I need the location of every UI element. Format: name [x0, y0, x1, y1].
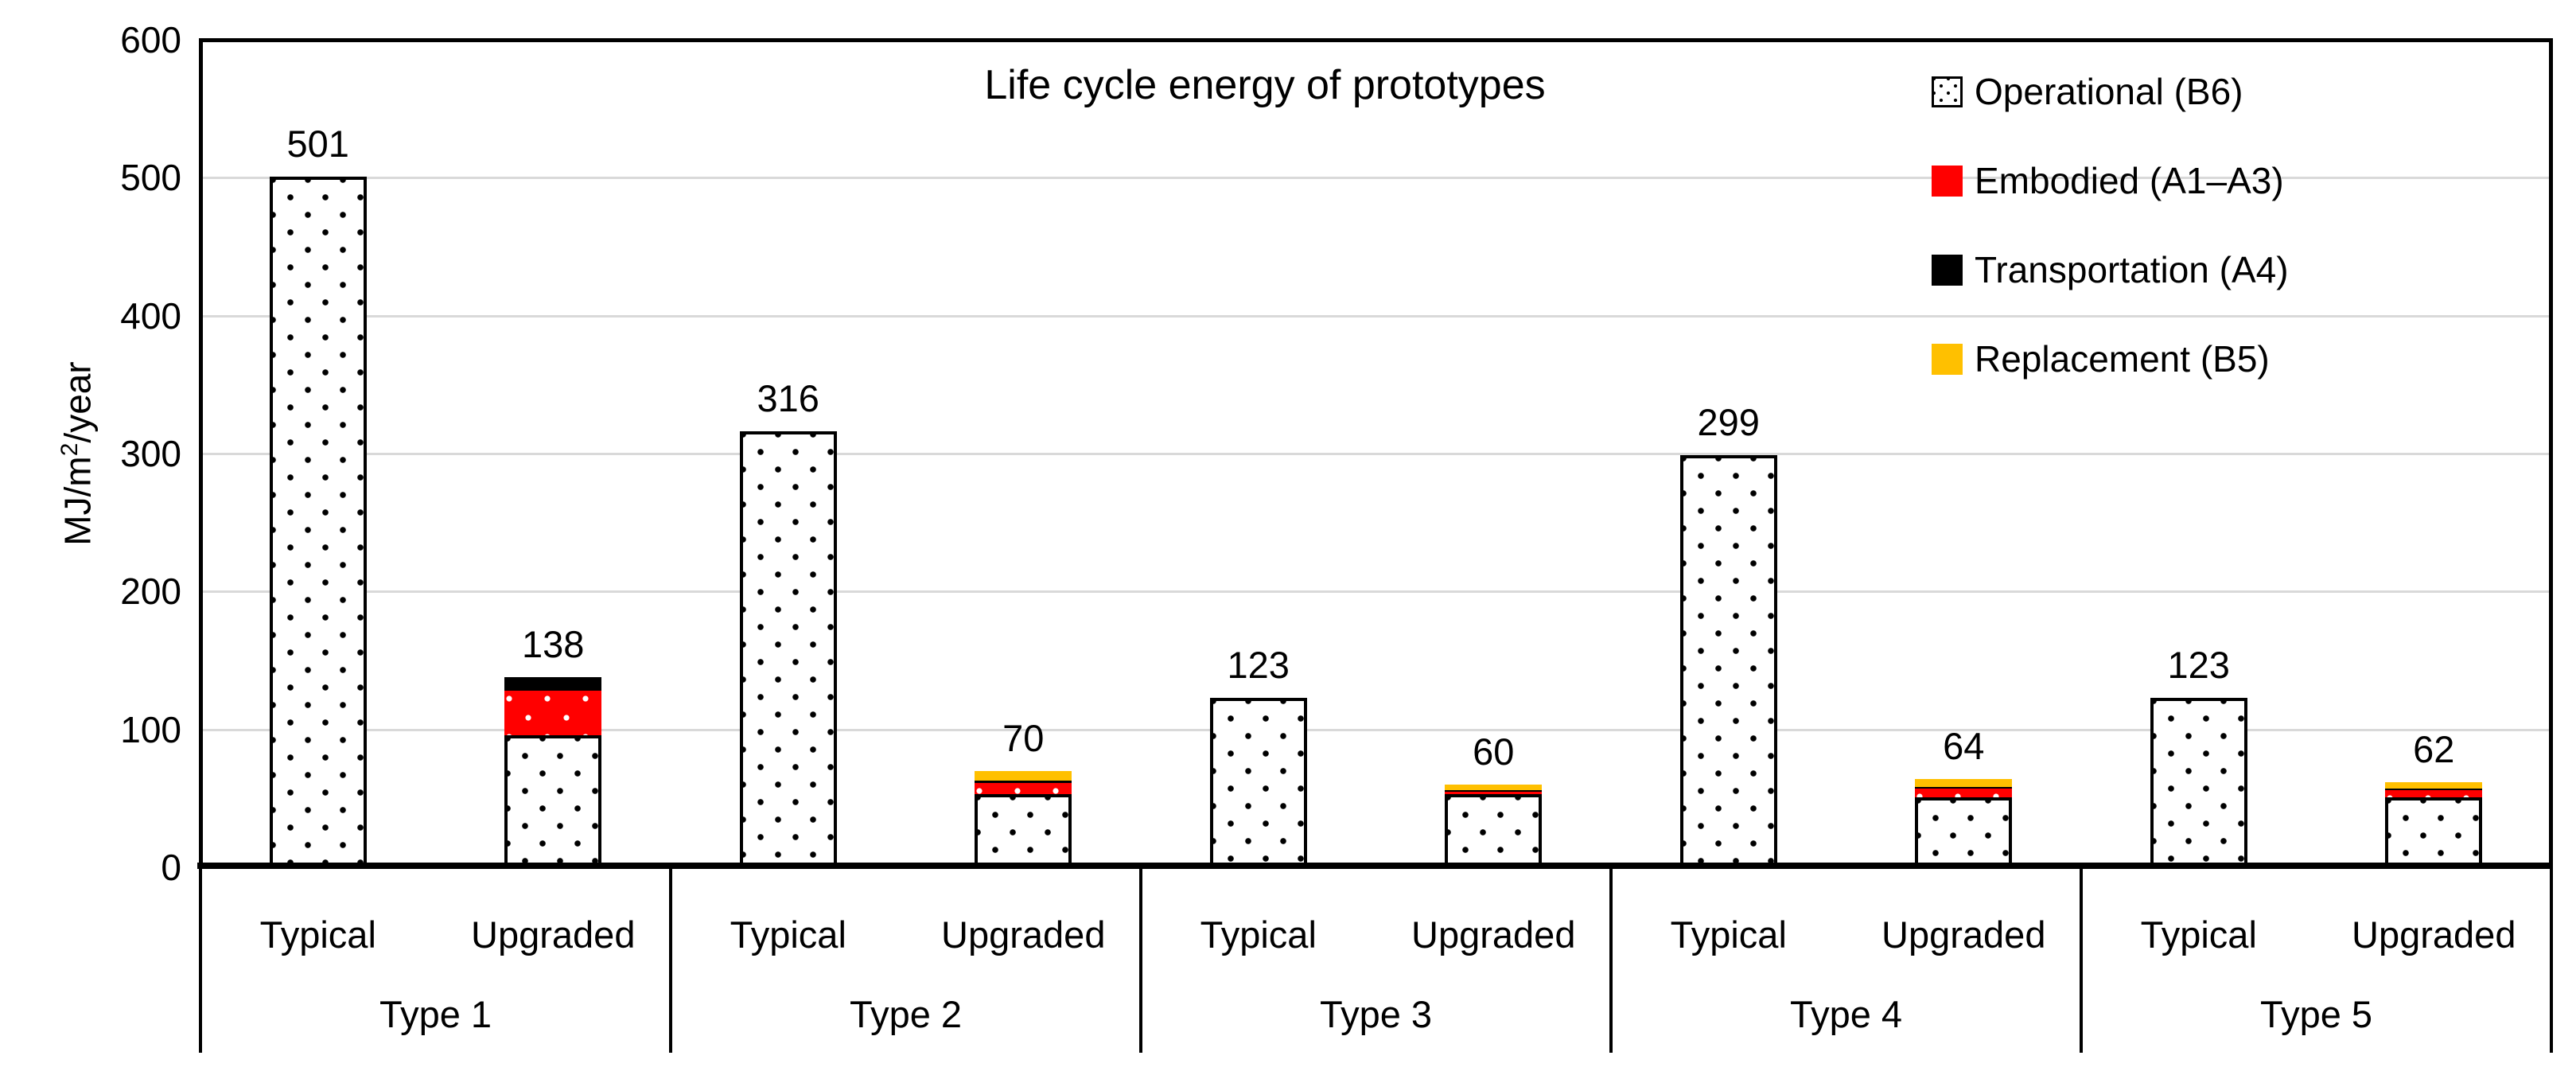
legend-item-transportation-a4: Transportation (A4)	[1932, 247, 2289, 293]
x-axis-sub-label: Typical	[2140, 913, 2257, 956]
group-separator	[2550, 867, 2553, 1053]
bar-segment-transportation-a4	[504, 676, 602, 691]
bar-segment-operational-b6	[975, 794, 1072, 867]
plot-top-border	[199, 38, 2553, 42]
legend: Operational (B6) Embodied (A1–A3) Transpor…	[1932, 68, 2289, 382]
y-tick-label: 0	[161, 847, 181, 888]
bar-segment-replacement-b5	[1445, 785, 1543, 790]
legend-item-operational-b6: Operational (B6)	[1932, 68, 2289, 115]
y-tick-label: 400	[120, 294, 181, 337]
bar-segment-operational-b6	[739, 431, 837, 867]
bar-segment-transportation-a4	[1445, 789, 1543, 792]
bar-segment-operational-b6	[1915, 797, 2013, 867]
bar-total-label: 70	[1002, 716, 1045, 759]
legend-label: Embodied (A1–A3)	[1975, 160, 2284, 201]
bar-segment-operational-b6	[1209, 697, 1307, 867]
group-separator	[1609, 867, 1613, 1053]
bar-segment-replacement-b5	[2385, 781, 2483, 789]
gridline-300	[203, 453, 2549, 455]
y-tick-label: 500	[120, 157, 181, 199]
x-axis-sub-label: Typical	[259, 913, 376, 956]
bar-total-label: 123	[1227, 643, 1290, 686]
bar-segment-transportation-a4	[1915, 787, 2013, 789]
bar-segment-replacement-b5	[975, 770, 1072, 781]
plot-right-border	[2549, 38, 2553, 867]
group-separator	[199, 867, 202, 1053]
x-axis-sub-label: Upgraded	[471, 913, 636, 956]
legend-item-embodied-a1-a3: Embodied (A1–A3)	[1932, 158, 2289, 204]
y-tick-label: 200	[120, 571, 181, 613]
x-axis-group-label: Type 4	[1789, 993, 1903, 1035]
x-axis-line	[197, 863, 2553, 869]
x-axis-group-label: Type 5	[2259, 993, 2373, 1035]
bar-segment-embodied-a1-a3	[1445, 791, 1543, 795]
bar-segment-transportation-a4	[975, 780, 1072, 784]
y-tick-label: 600	[120, 19, 181, 60]
bar-segment-embodied-a1-a3	[1915, 789, 2013, 797]
legend-label: Operational (B6)	[1975, 71, 2243, 112]
y-tick-label: 100	[120, 708, 181, 750]
x-axis-sub-label: Typical	[1200, 913, 1317, 956]
group-separator	[2080, 867, 2083, 1053]
bar-segment-operational-b6	[2385, 797, 2483, 867]
legend-swatch-operational-b6-icon	[1932, 76, 1963, 107]
bar-total-label: 299	[1697, 400, 1760, 443]
bar-segment-operational-b6	[269, 176, 367, 867]
bar-segment-transportation-a4	[2385, 789, 2483, 790]
bar-total-label: 123	[2167, 643, 2230, 686]
x-axis-group-label: Type 3	[1319, 993, 1433, 1035]
x-axis-sub-label: Upgraded	[1411, 913, 1576, 956]
bar-segment-replacement-b5	[1915, 779, 2013, 788]
legend-swatch-transportation-a4-icon	[1932, 254, 1963, 286]
x-axis-sub-label: Typical	[1670, 913, 1787, 956]
bar-total-label: 60	[1473, 730, 1515, 773]
gridline-400	[203, 314, 2549, 317]
group-separator	[1139, 867, 1142, 1053]
bar-total-label: 501	[286, 122, 349, 165]
bar-segment-operational-b6	[1445, 794, 1543, 867]
gridline-100	[203, 728, 2549, 731]
legend-swatch-embodied-a1-a3-icon	[1932, 165, 1963, 197]
bar-total-label: 64	[1943, 725, 1985, 768]
legend-label: Transportation (A4)	[1975, 249, 2289, 290]
x-axis-sub-label: Upgraded	[2352, 913, 2516, 956]
group-separator	[669, 867, 672, 1053]
x-axis-sub-label: Typical	[730, 913, 846, 956]
x-axis-sub-label: Upgraded	[941, 913, 1106, 956]
bar-segment-operational-b6	[2150, 697, 2247, 867]
bar-total-label: 138	[522, 622, 585, 665]
gridline-200	[203, 590, 2549, 594]
bar-segment-embodied-a1-a3	[2385, 789, 2483, 797]
x-axis-sub-label: Upgraded	[1881, 913, 2046, 956]
bar-segment-operational-b6	[504, 734, 602, 867]
bar-segment-operational-b6	[1679, 454, 1777, 867]
y-tick-label: 300	[120, 433, 181, 474]
x-axis-group-label: Type 2	[849, 993, 963, 1035]
chart-title: Life cycle energy of prototypes	[984, 62, 1546, 108]
bar-segment-embodied-a1-a3	[504, 691, 602, 735]
bar-segment-embodied-a1-a3	[975, 783, 1072, 795]
bar-total-label: 62	[2413, 727, 2455, 770]
legend-label: Replacement (B5)	[1975, 338, 2270, 380]
bar-total-label: 316	[757, 377, 819, 420]
legend-item-replacement-b5: Replacement (B5)	[1932, 336, 2289, 382]
gridline-500	[203, 177, 2549, 180]
x-axis-group-label: Type 1	[379, 993, 492, 1035]
y-axis-line	[199, 38, 203, 867]
legend-swatch-replacement-b5-icon	[1932, 343, 1963, 375]
